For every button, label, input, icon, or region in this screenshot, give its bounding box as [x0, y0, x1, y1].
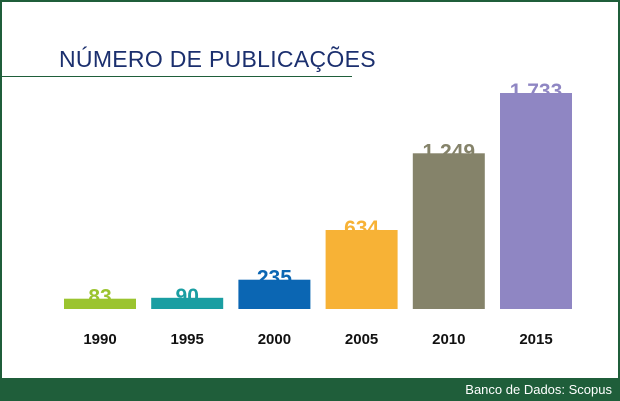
bar-2005 [325, 230, 398, 309]
value-label-1995: 90 [176, 285, 199, 308]
bar-2000 [238, 279, 311, 309]
bar-chart: 83 1990 90 1995 235 2000 634 2005 1.249 2010 1.733… [64, 80, 572, 348]
x-tick-label-1990: 1990 [83, 331, 116, 348]
value-label-2010: 1.249 [423, 140, 476, 163]
bar-2015 [500, 93, 572, 309]
value-label-2015: 1.733 [510, 80, 563, 103]
x-tick-label-1995: 1995 [171, 331, 204, 348]
title-underline [2, 76, 352, 77]
footer-bar: Banco de Dados: Scopus [2, 378, 618, 401]
x-tick-label-2015: 2015 [519, 331, 552, 348]
source-note: Banco de Dados: Scopus [465, 382, 612, 397]
bar-1990 [64, 298, 136, 309]
x-tick-label-2010: 2010 [432, 331, 465, 348]
x-tick-label-2000: 2000 [258, 331, 291, 348]
value-label-1990: 83 [88, 286, 111, 309]
bar-1995 [151, 297, 224, 309]
value-label-2000: 235 [257, 267, 292, 290]
value-label-2005: 634 [344, 217, 379, 240]
bar-2010 [412, 153, 485, 309]
x-tick-label-2005: 2005 [345, 331, 378, 348]
chart-title: NÚMERO DE PUBLICAÇÕES [59, 46, 376, 72]
